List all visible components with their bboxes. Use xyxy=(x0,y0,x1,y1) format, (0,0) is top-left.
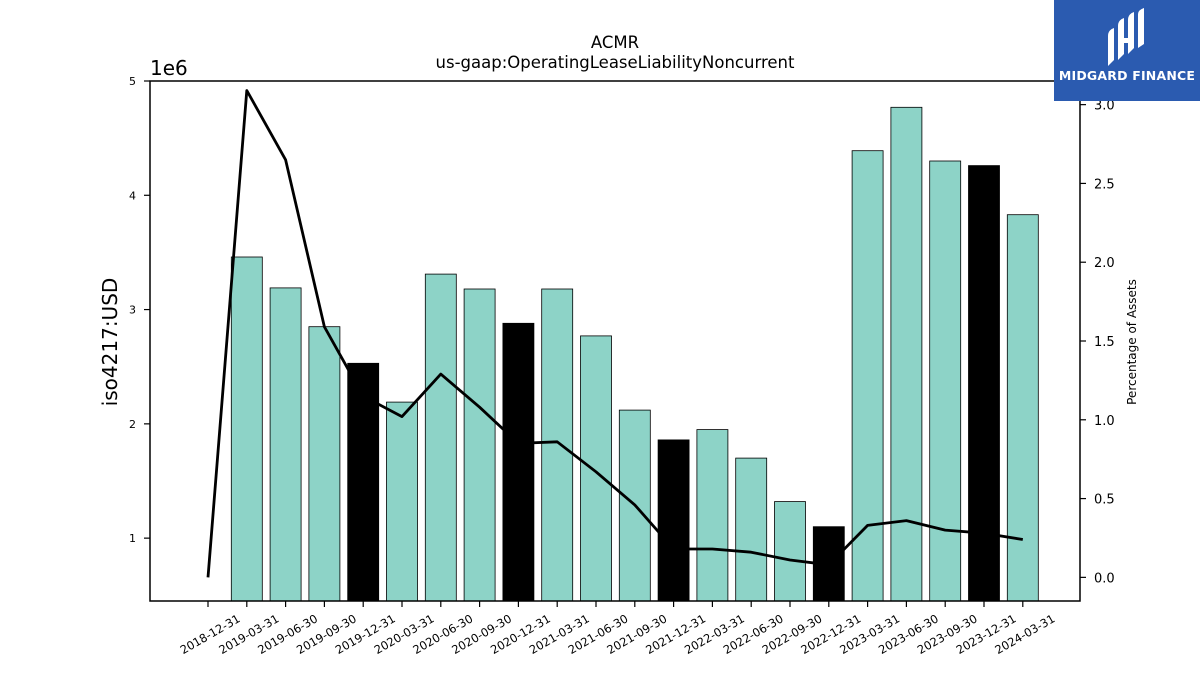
y2-tick-label: 2.5 xyxy=(1094,177,1115,192)
y2-tick-label: 0.0 xyxy=(1094,571,1115,586)
y2-tick-label: 3.0 xyxy=(1094,99,1115,114)
bar xyxy=(890,106,923,602)
y-tick-label: 3 xyxy=(129,304,136,317)
bar xyxy=(851,150,884,602)
y2-tick-label: 1.0 xyxy=(1094,414,1115,429)
y2-tick-label: 2.0 xyxy=(1094,256,1115,271)
bar xyxy=(735,457,768,602)
midgard-finance-logo: MIDGARD FINANCE xyxy=(1054,0,1200,101)
y2-axis-label: Percentage of Assets xyxy=(1125,279,1139,405)
midgard-logo-icon xyxy=(1108,8,1144,66)
chart-title: ACMR xyxy=(591,33,639,52)
bar xyxy=(386,401,418,602)
y-tick-label: 5 xyxy=(129,75,136,88)
y2-tick-label: 0.5 xyxy=(1094,493,1115,508)
y-tick-label: 1 xyxy=(129,532,136,545)
bar xyxy=(968,165,1000,602)
y2-tick-label: 1.5 xyxy=(1094,335,1115,350)
bar xyxy=(424,273,457,602)
bar xyxy=(696,429,729,602)
bar xyxy=(308,326,341,602)
chart-subtitle: us-gaap:OperatingLeaseLiabilityNoncurren… xyxy=(436,53,795,72)
logo-text: MIDGARD FINANCE xyxy=(1058,68,1196,83)
bar xyxy=(774,501,806,602)
y-offset-label: 1e6 xyxy=(150,56,188,80)
bar xyxy=(657,439,690,602)
bar xyxy=(1006,214,1039,602)
bar xyxy=(929,160,962,602)
y-tick-label: 2 xyxy=(129,418,136,431)
bar xyxy=(541,288,574,602)
y-axis-label: iso4217:USD xyxy=(98,278,122,407)
bar xyxy=(502,322,535,602)
percentage-line xyxy=(206,89,1024,578)
line-group xyxy=(206,89,1024,578)
bar xyxy=(347,362,380,602)
bar xyxy=(269,287,302,602)
y-tick-label: 4 xyxy=(129,189,136,202)
bar-group xyxy=(230,106,1039,602)
bar xyxy=(463,288,496,602)
bar xyxy=(580,335,612,602)
bar xyxy=(230,256,263,602)
